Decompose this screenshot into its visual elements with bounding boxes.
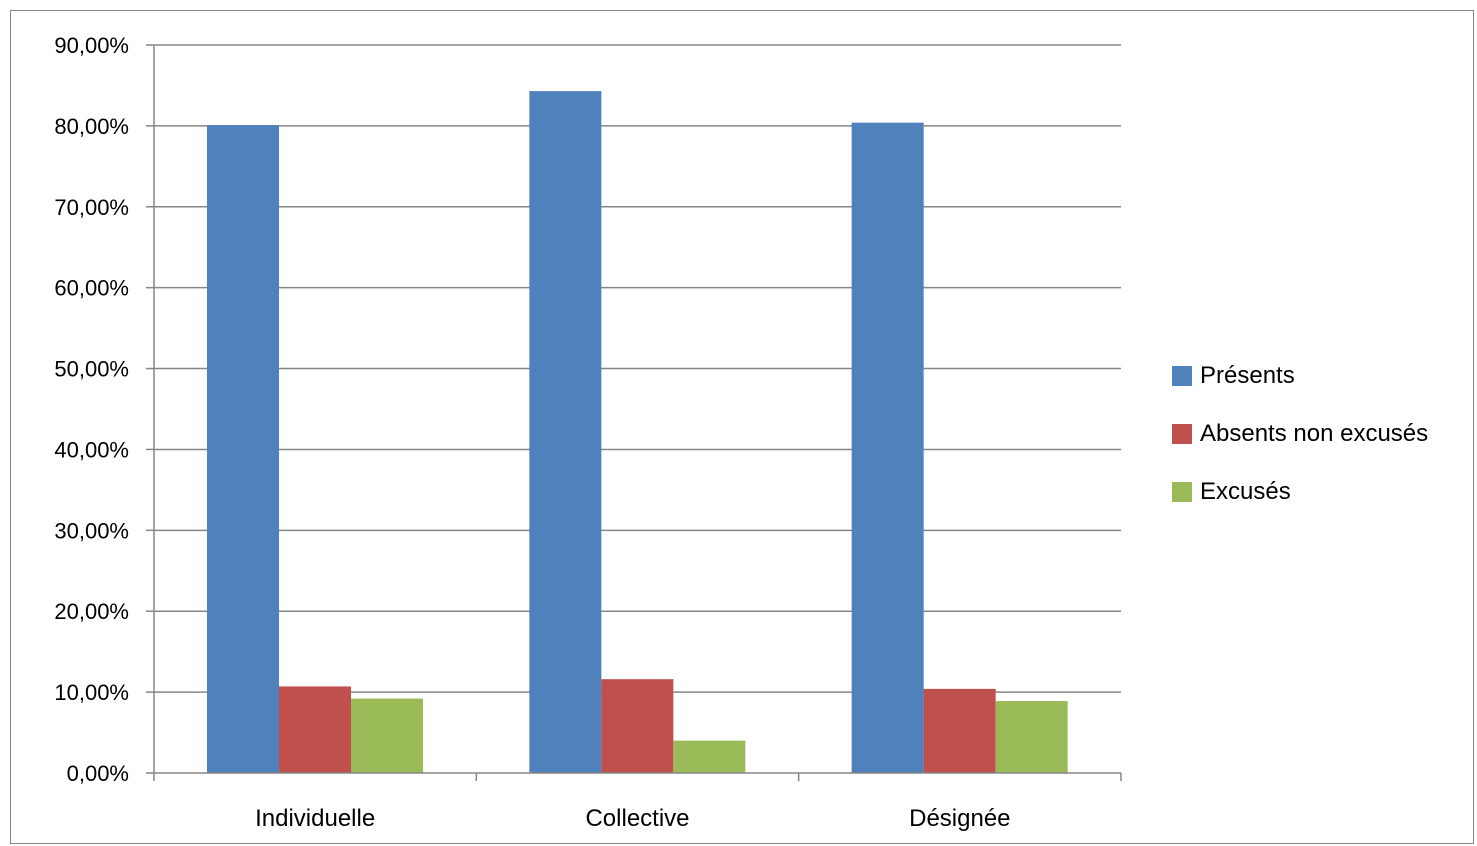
bar-excus-s-d-sign-e — [996, 701, 1068, 773]
bar-absents-non-excus-s-d-sign-e — [924, 689, 996, 773]
bar-excus-s-individuelle — [351, 699, 423, 773]
legend-label-absents-non-excuses: Absents non excusés — [1200, 420, 1428, 448]
y-tick-label: 10,00% — [54, 680, 129, 705]
legend-item-excuses: Excusés — [1172, 476, 1428, 508]
y-tick-label: 60,00% — [54, 276, 129, 301]
bar-pr-sents-individuelle — [207, 125, 279, 773]
axes — [154, 45, 1121, 773]
y-tick-label: 70,00% — [54, 195, 129, 220]
y-tick-label: 50,00% — [54, 357, 129, 382]
x-tick-label: Individuelle — [255, 805, 375, 832]
y-tick-label: 20,00% — [54, 599, 129, 624]
bar-pr-sents-d-sign-e — [852, 123, 924, 773]
x-tick-label: Collective — [585, 805, 689, 832]
bar-absents-non-excus-s-collective — [601, 679, 673, 773]
y-tick-label: 80,00% — [54, 114, 129, 139]
y-tick-labels: 0,00% 10,00% 20,00% 30,00% 40,00% 50,00% 60,00… — [54, 33, 154, 786]
y-tick-label: 90,00% — [54, 33, 129, 58]
y-tick-label: 40,00% — [54, 437, 129, 462]
legend-item-absents-non-excuses: Absents non excusés — [1172, 418, 1428, 450]
legend-swatch-excuses — [1172, 482, 1192, 502]
legend-label-excuses: Excusés — [1200, 478, 1291, 506]
y-tick-label: 0,00% — [67, 761, 129, 786]
bars — [207, 91, 1068, 773]
x-tick-label: Désignée — [909, 805, 1010, 832]
legend: Présents Absents non excusés Excusés — [1172, 360, 1428, 534]
x-tick-labels: Individuelle Collective Désignée — [154, 773, 1121, 832]
bar-excus-s-collective — [673, 741, 745, 773]
legend-label-presents: Présents — [1200, 362, 1295, 390]
bar-absents-non-excus-s-individuelle — [279, 686, 351, 773]
gridlines — [154, 45, 1121, 692]
y-tick-label: 30,00% — [54, 518, 129, 543]
legend-swatch-presents — [1172, 366, 1192, 386]
legend-swatch-absents-non-excuses — [1172, 424, 1192, 444]
legend-item-presents: Présents — [1172, 360, 1428, 392]
bar-pr-sents-collective — [529, 91, 601, 773]
